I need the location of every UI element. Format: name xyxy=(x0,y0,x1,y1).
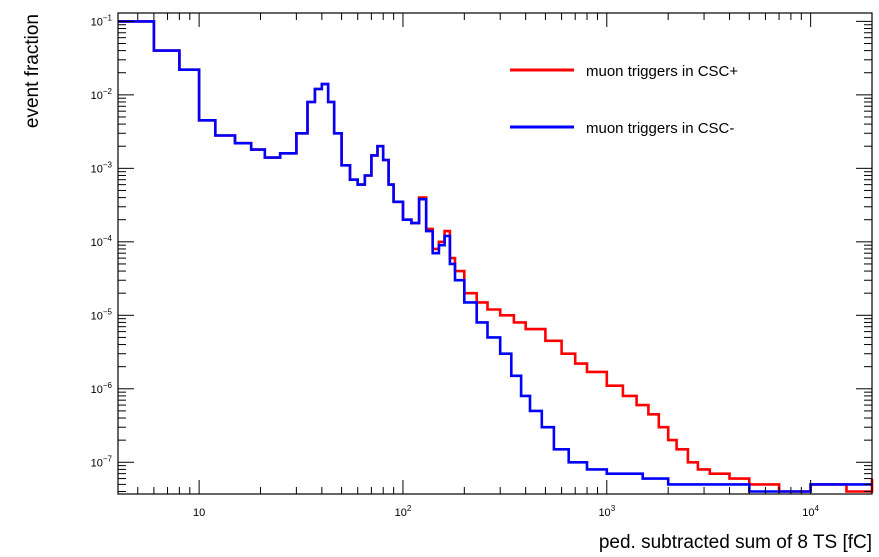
x-axis-title: ped. subtracted sum of 8 TS [fC] xyxy=(599,532,872,553)
ticks-layer xyxy=(117,13,873,494)
legend: muon triggers in CSC+ muon triggers in C… xyxy=(510,63,738,137)
legend-label-csc-plus: muon triggers in CSC+ xyxy=(586,63,738,80)
y-axis-title: event fraction xyxy=(22,14,43,128)
series-line-1 xyxy=(118,20,872,493)
series-layer xyxy=(118,20,874,493)
x-tick-label: 10 xyxy=(193,507,205,519)
legend-label-csc-minus: muon triggers in CSC- xyxy=(586,120,734,137)
